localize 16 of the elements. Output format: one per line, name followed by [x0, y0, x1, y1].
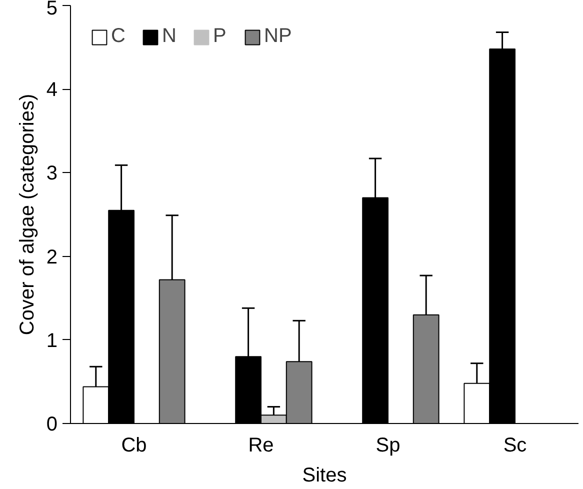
legend-label: C	[111, 25, 126, 48]
y-tick-label: 5	[46, 0, 58, 20]
legend-label: NP	[264, 25, 292, 48]
y-tick-label: 3	[46, 162, 58, 185]
y-axis-title: Cover of algae (categories)	[16, 94, 38, 336]
y-tick-label: 2	[46, 246, 58, 268]
x-tick-label: Cb	[121, 434, 147, 456]
x-tick-label: Sp	[376, 434, 400, 456]
x-tick-label: Sc	[503, 434, 527, 456]
x-axis-title: Sites	[302, 464, 347, 486]
y-tick-label: 1	[46, 330, 58, 352]
x-tick-label: Re	[248, 434, 274, 456]
legend-label: N	[162, 25, 178, 48]
y-tick-label: 0	[46, 414, 58, 436]
legend-label: P	[213, 25, 228, 48]
y-tick-label: 4	[46, 79, 58, 102]
